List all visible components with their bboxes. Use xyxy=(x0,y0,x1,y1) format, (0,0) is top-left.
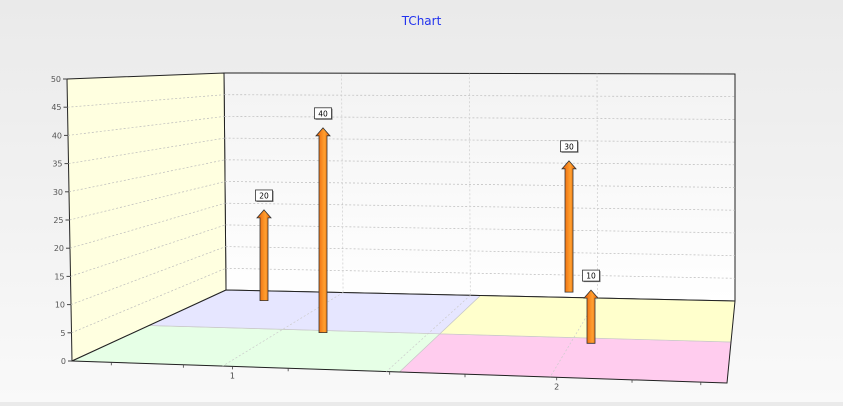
gridline-back xyxy=(224,137,736,143)
y-tick-label: 10 xyxy=(55,301,65,310)
arrow-shape xyxy=(561,160,577,293)
gridline-floor xyxy=(549,297,598,378)
gridline-left xyxy=(68,159,225,193)
gridline-vertical xyxy=(596,73,598,299)
gridline-back xyxy=(225,224,736,234)
gridline-floor xyxy=(386,295,471,372)
data-label-box xyxy=(582,269,600,282)
gridline-back xyxy=(224,181,736,188)
data-label: 20 xyxy=(259,191,269,200)
data-label: 30 xyxy=(564,142,574,151)
y-tick-label: 0 xyxy=(61,357,66,366)
x-tick-label: 2 xyxy=(554,382,559,391)
arrow-shape xyxy=(315,127,331,334)
y-tick-label: 15 xyxy=(54,272,64,281)
gridline-back xyxy=(224,159,736,166)
gridline-vertical xyxy=(468,73,471,296)
y-tick-label: 20 xyxy=(54,244,64,253)
data-label: 40 xyxy=(318,109,328,118)
arrow-mark: 10 xyxy=(582,269,601,344)
gridline-back xyxy=(225,202,736,211)
data-label-box xyxy=(560,140,578,153)
chart-title: TChart xyxy=(401,14,442,28)
y-tick-label: 35 xyxy=(52,160,62,169)
gridline-floor xyxy=(222,292,344,367)
gridline-back xyxy=(224,116,736,120)
data-label: 10 xyxy=(586,272,596,281)
gridline-back xyxy=(225,246,736,256)
gridline-left xyxy=(69,181,226,221)
data-label-box xyxy=(255,189,273,202)
arrow-mark: 40 xyxy=(314,107,333,334)
back-wall xyxy=(223,72,736,302)
y-tick-label: 25 xyxy=(53,216,63,225)
arrow-mark: 30 xyxy=(560,140,579,293)
data-label-box xyxy=(314,107,332,120)
gridline-left xyxy=(69,202,226,249)
y-tick-label: 5 xyxy=(60,329,65,338)
gridline-back xyxy=(225,267,736,279)
y-tick-label: 30 xyxy=(53,188,63,197)
gridline-left xyxy=(70,246,226,305)
floor-outline xyxy=(71,289,736,384)
floor-tile xyxy=(398,333,732,384)
y-tick-label: 40 xyxy=(52,131,62,140)
y-tick-label: 45 xyxy=(51,103,61,112)
y-tick-label: 50 xyxy=(51,75,61,84)
gridline-back xyxy=(224,94,736,98)
arrow-mark: 20 xyxy=(255,189,274,302)
arrow-shape xyxy=(583,289,599,344)
x-tick-label: 1 xyxy=(230,371,235,380)
gridline-vertical xyxy=(341,73,344,293)
gridline-left xyxy=(70,224,226,277)
arrow-shape xyxy=(256,209,272,302)
